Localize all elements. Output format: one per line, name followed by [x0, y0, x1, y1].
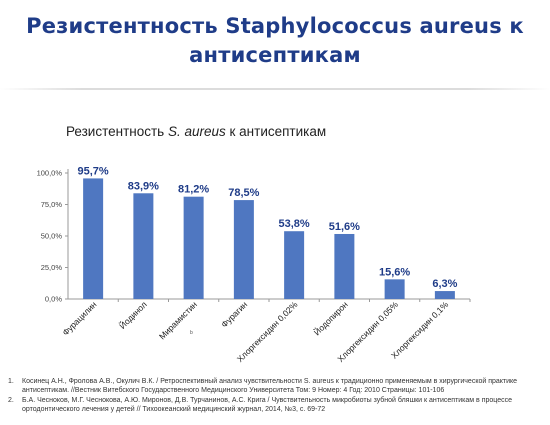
y-axis-tick-label: 25,0%	[41, 263, 63, 272]
slide-title-line-2: антисептикам	[189, 43, 361, 67]
category-label: Йодинол	[117, 299, 149, 331]
bar	[83, 178, 104, 299]
bar	[133, 193, 154, 299]
y-axis-tick-label: 50,0%	[41, 232, 63, 241]
bar	[183, 196, 204, 299]
reference-number: 2.	[8, 397, 14, 405]
chart-title: Резистентность S. aureus к антисептикам	[66, 124, 326, 139]
chart-title-suffix: к антисептикам	[225, 124, 327, 139]
category-label: Фурацилин	[60, 299, 98, 337]
category-label: Мирамистин	[157, 299, 199, 341]
bar	[334, 233, 355, 299]
stray-mark: b	[190, 330, 193, 336]
bar	[434, 291, 455, 299]
slide-title: Резистентность Staphylococcus aureus к а…	[20, 12, 530, 70]
reference-text: Косинец А.Н., Фролова А.В., Окулич В.К. …	[22, 378, 518, 394]
reference-item: 2. Б.А. Чесноков, М.Г. Чеснокова, А.Ю. М…	[8, 397, 548, 414]
reference-number: 1.	[8, 378, 14, 385]
slide-title-line-1: Резистентность Staphylococcus aureus к	[26, 14, 524, 38]
data-label: 83,9%	[128, 180, 159, 192]
data-label: 15,6%	[379, 266, 410, 278]
title-divider	[0, 88, 550, 90]
data-label: 51,6%	[329, 221, 360, 233]
reference-text: Б.А. Чесноков, М.Г. Чеснокова, А.Ю. Миро…	[22, 397, 513, 413]
bar	[284, 231, 305, 299]
references: 1. Косинец А.Н., Фролова А.В., Окулич В.…	[8, 378, 548, 414]
category-label: Фурагин	[219, 299, 249, 329]
data-label: 6,3%	[432, 278, 457, 290]
y-axis-tick-label: 75,0%	[41, 200, 63, 209]
data-label: 95,7%	[78, 165, 109, 177]
bar	[384, 279, 405, 299]
data-label: 81,2%	[178, 184, 209, 196]
chart-title-prefix: Резистентность	[66, 124, 168, 139]
category-label: Хлоргексидин 0,1%	[389, 299, 451, 361]
y-axis-tick-label: 100,0%	[37, 169, 63, 178]
category-label: Йодопирон	[311, 298, 350, 337]
data-label: 78,5%	[228, 187, 259, 199]
chart-title-species: S. aureus	[167, 124, 226, 139]
data-label: 53,8%	[279, 218, 310, 230]
bar	[233, 200, 254, 299]
reference-item: 1. Косинец А.Н., Фролова А.В., Окулич В.…	[8, 378, 548, 395]
y-axis-tick-label: 0,0%	[45, 295, 62, 304]
